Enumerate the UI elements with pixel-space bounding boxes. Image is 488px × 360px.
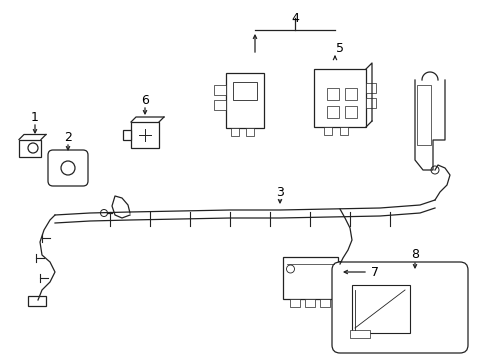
Circle shape (28, 143, 38, 153)
FancyBboxPatch shape (48, 150, 88, 186)
Circle shape (61, 161, 75, 175)
Bar (349, 330, 369, 338)
Bar (214, 100, 225, 110)
Bar (214, 85, 225, 95)
Bar (339, 127, 347, 135)
Text: 5: 5 (335, 41, 343, 54)
Bar (345, 106, 356, 118)
Circle shape (336, 261, 343, 269)
Circle shape (286, 265, 294, 273)
Bar (123, 130, 131, 140)
Bar (365, 83, 375, 93)
Text: 7: 7 (370, 266, 378, 279)
Bar (326, 88, 338, 100)
Text: 4: 4 (290, 12, 298, 24)
Bar (319, 299, 329, 307)
Bar (416, 85, 430, 145)
Bar (131, 122, 159, 148)
Bar (289, 299, 299, 307)
Bar (326, 106, 338, 118)
Bar (345, 88, 356, 100)
Bar (19, 140, 41, 157)
Bar (351, 285, 409, 333)
Bar (230, 127, 239, 135)
Bar (313, 69, 365, 127)
Bar (232, 82, 257, 100)
FancyBboxPatch shape (331, 262, 467, 353)
Circle shape (101, 210, 107, 216)
Text: 6: 6 (141, 94, 149, 107)
Bar (365, 98, 375, 108)
Bar (305, 299, 314, 307)
Bar (225, 72, 264, 127)
Text: 3: 3 (276, 185, 284, 198)
Text: 8: 8 (410, 248, 418, 261)
Bar (245, 127, 253, 135)
Bar (324, 127, 331, 135)
Circle shape (430, 166, 438, 174)
Bar (282, 257, 337, 299)
Bar (28, 296, 46, 306)
Text: 1: 1 (31, 111, 39, 123)
Text: 2: 2 (64, 131, 72, 144)
